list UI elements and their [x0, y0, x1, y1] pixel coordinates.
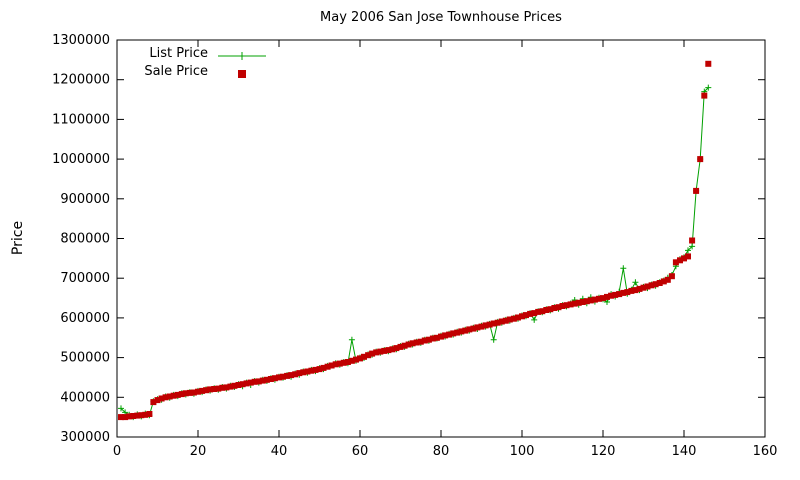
svg-text:1000000: 1000000: [52, 152, 110, 167]
svg-text:700000: 700000: [60, 271, 110, 286]
svg-text:300000: 300000: [60, 430, 110, 445]
legend-label-list-price: List Price: [149, 45, 208, 61]
x-axis-ticks: [116, 40, 766, 437]
list-price-markers: [118, 84, 712, 421]
axes-frame: [116, 39, 766, 438]
svg-text:1100000: 1100000: [52, 112, 110, 127]
svg-text:1300000: 1300000: [52, 33, 110, 48]
svg-text:140: 140: [672, 444, 697, 459]
svg-text:900000: 900000: [60, 192, 110, 207]
list-price-sample-icon: [216, 47, 268, 60]
chart-title: May 2006 San Jose Townhouse Prices: [320, 10, 562, 25]
svg-text:60: 60: [352, 444, 369, 459]
legend-item-list-price: List Price: [138, 44, 268, 62]
list-price-line: [120, 87, 709, 418]
svg-text:0: 0: [113, 444, 121, 459]
svg-text:160: 160: [753, 444, 778, 459]
svg-text:1200000: 1200000: [52, 73, 110, 88]
sale-price-sample-icon: [216, 65, 268, 78]
svg-text:400000: 400000: [60, 390, 110, 405]
svg-text:80: 80: [433, 444, 450, 459]
svg-text:600000: 600000: [60, 311, 110, 326]
svg-text:500000: 500000: [60, 351, 110, 366]
svg-text:40: 40: [271, 444, 288, 459]
y-axis-title: Price: [10, 221, 26, 255]
y-axis-ticks: [117, 39, 765, 438]
legend-item-sale-price: Sale Price: [138, 62, 268, 80]
svg-text:800000: 800000: [60, 232, 110, 247]
svg-text:20: 20: [190, 444, 207, 459]
legend-label-sale-price: Sale Price: [144, 63, 208, 79]
x-axis-tick-labels: 0 20 40 60 80 100 120 140 160: [113, 444, 778, 459]
sale-price-markers: [118, 60, 712, 421]
svg-text:100: 100: [510, 444, 535, 459]
legend: List Price Sale Price: [138, 44, 268, 80]
svg-text:120: 120: [591, 444, 616, 459]
y-axis-tick-labels: 300000 400000 500000 600000 700000 800000 9000…: [52, 33, 110, 445]
